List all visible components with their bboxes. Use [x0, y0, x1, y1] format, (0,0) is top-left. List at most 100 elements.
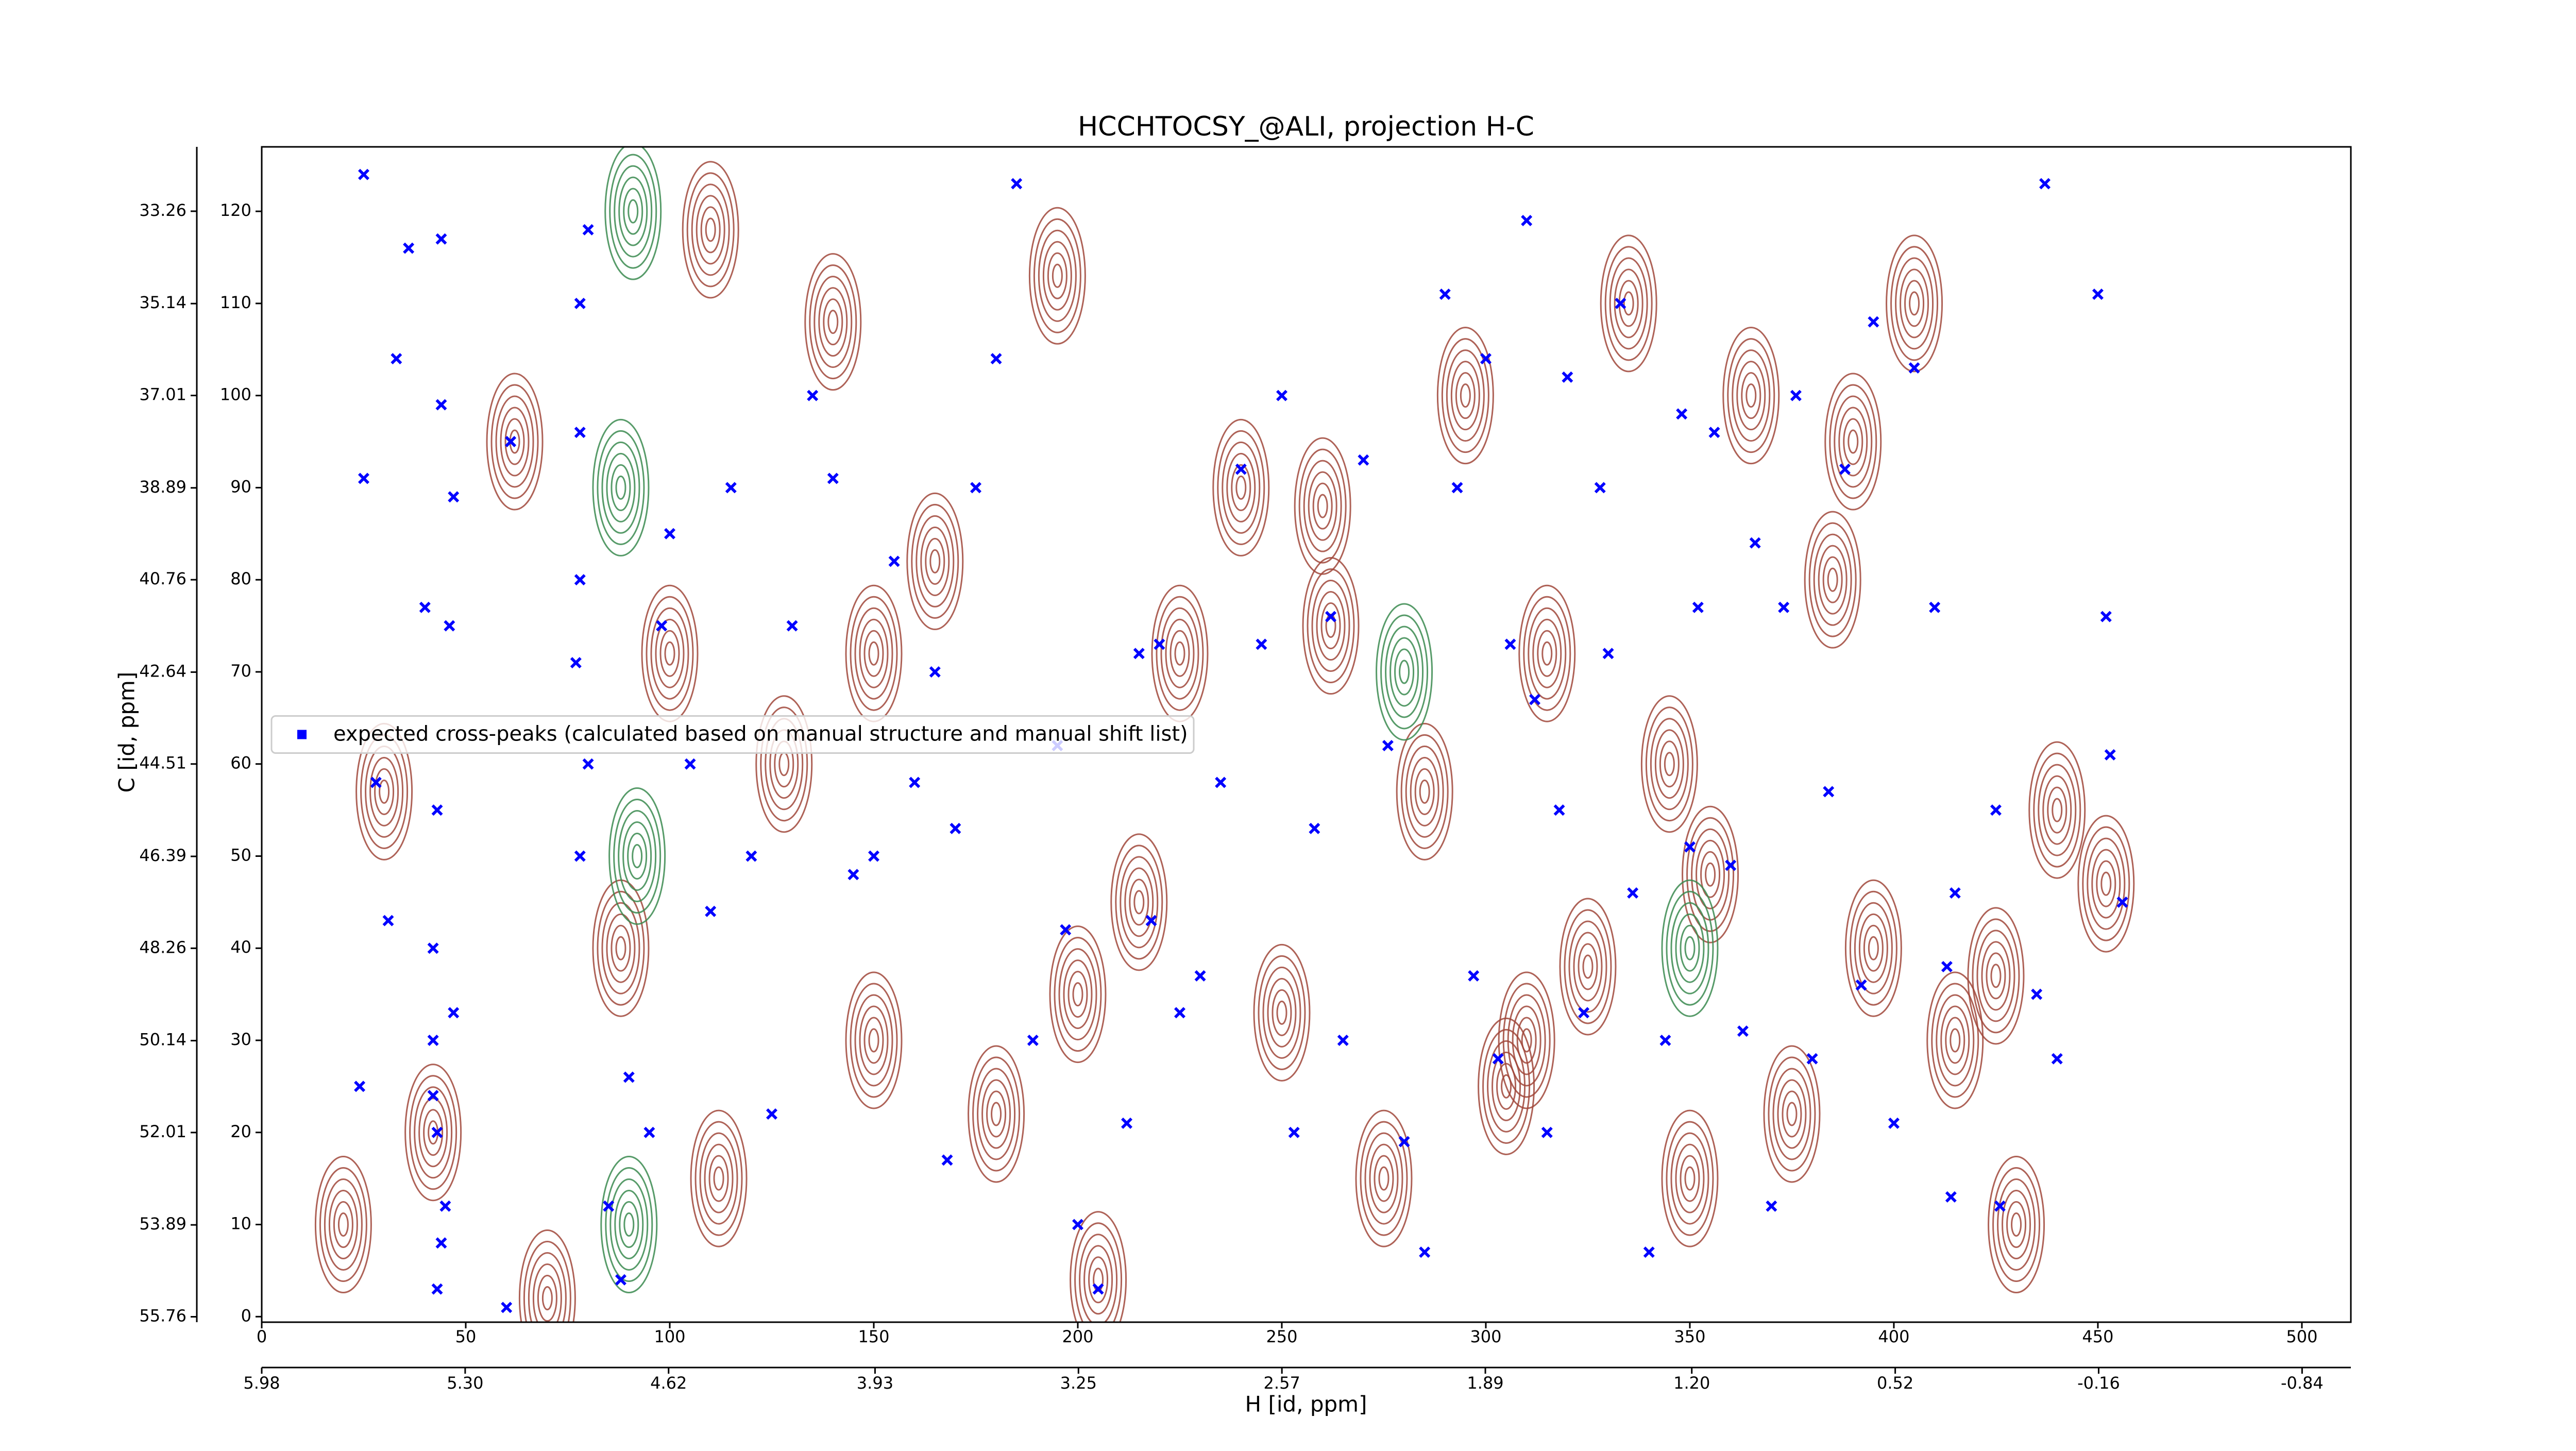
contour-peak	[1600, 234, 1657, 373]
contour-ring	[1414, 768, 1435, 815]
contour-peak	[608, 787, 666, 925]
y-tick-label: 110	[220, 293, 251, 312]
contour-ring	[1498, 971, 1555, 1109]
contour-ring	[1487, 1040, 1526, 1133]
contour-ring	[1523, 596, 1571, 711]
contour-ring	[523, 1241, 571, 1322]
contour-ring	[920, 526, 950, 596]
cross-peak	[2100, 611, 2112, 622]
y-tick-label: 30	[230, 1030, 251, 1049]
contour-ring	[319, 1167, 367, 1283]
y2-tick-label: 46.39	[139, 846, 187, 865]
contour-ring	[659, 630, 680, 677]
contour-ring	[2038, 764, 2077, 856]
legend-label: expected cross-peaks (calculated based o…	[333, 722, 1188, 746]
contour-ring	[1532, 618, 1562, 688]
contour-ring	[699, 1132, 738, 1225]
contour-ring	[827, 310, 839, 334]
contour-ring	[1972, 918, 2020, 1034]
contour-peak	[845, 971, 903, 1109]
cross-peak	[427, 942, 439, 954]
contour-ring	[1316, 591, 1346, 661]
x2-tick-label: -0.84	[2281, 1373, 2324, 1393]
contour-ring	[1741, 372, 1761, 419]
cross-peak	[2104, 749, 2116, 761]
cross-peak	[807, 390, 819, 401]
contour-ring	[1926, 971, 1984, 1109]
contour-ring	[618, 176, 648, 246]
contour-ring	[1072, 982, 1083, 1007]
contour-peak	[404, 1064, 462, 1202]
contour-ring	[1496, 1062, 1517, 1110]
contour-ring	[1047, 252, 1067, 299]
cross-peak	[448, 1007, 460, 1019]
cross-peak	[2039, 178, 2051, 190]
contour-ring	[628, 199, 639, 224]
contour-ring	[1682, 805, 1739, 943]
contour-peak	[1844, 879, 1902, 1017]
cross-peak	[574, 574, 586, 586]
contour-ring	[1868, 936, 1879, 960]
cross-peak	[1823, 786, 1835, 798]
x-tick-label: 200	[1062, 1327, 1093, 1346]
legend-marker	[297, 730, 307, 739]
contour-ring	[604, 147, 662, 280]
contour-ring	[2002, 1190, 2031, 1260]
cross-peak	[1092, 1283, 1104, 1295]
contour-ring	[1727, 338, 1775, 453]
contour-ring	[655, 618, 685, 688]
contour-ring	[1582, 954, 1594, 979]
cross-peak	[2051, 1053, 2063, 1065]
cross-peak	[1806, 1053, 1818, 1065]
contour-ring	[823, 298, 843, 346]
cross-peak	[505, 436, 517, 448]
x-tick-label: 0	[257, 1327, 267, 1346]
contour-peak	[1967, 907, 2025, 1045]
contour-ring	[597, 430, 645, 545]
contour-ring	[1067, 971, 1088, 1018]
contour-ring	[423, 1109, 444, 1156]
contour-ring	[414, 1086, 453, 1179]
x2-tick-label: 2.57	[1264, 1373, 1300, 1393]
y-tick-label: 70	[230, 661, 251, 681]
y2-tick-label: 50.14	[139, 1030, 187, 1050]
contour-peak	[1518, 584, 1576, 722]
cross-peak	[582, 224, 594, 235]
cross-peak	[1553, 804, 1565, 816]
plot-frame	[261, 146, 2352, 1323]
contour-ring	[1772, 1068, 1811, 1160]
contour-peak	[1722, 327, 1780, 465]
contour-ring	[1396, 722, 1453, 861]
y2-tick-label: 35.14	[139, 293, 187, 312]
contour-ring	[1886, 234, 1943, 373]
cross-peak	[403, 242, 415, 254]
contour-ring	[1058, 948, 1097, 1041]
contour-ring	[2096, 860, 2116, 907]
contour-peak	[1824, 373, 1882, 511]
cross-peak	[1256, 638, 1267, 650]
contour-ring	[1174, 641, 1185, 666]
y2-tick-label: 42.64	[139, 661, 187, 681]
contour-peak	[1886, 234, 1943, 373]
contour-ring	[2052, 798, 2063, 822]
contour-peak	[755, 695, 813, 833]
cross-peak	[1121, 1117, 1133, 1129]
cross-peak	[1839, 463, 1851, 475]
contour-ring	[1684, 1166, 1696, 1191]
contour-ring	[1054, 937, 1102, 1052]
contour-ring	[1940, 1005, 1970, 1075]
cross-peak	[370, 777, 382, 788]
contour-ring	[1661, 1109, 1719, 1247]
cross-peak	[354, 1081, 366, 1092]
contour-ring	[1604, 246, 1653, 361]
cross-peak	[1480, 353, 1492, 365]
contour-ring	[868, 1028, 879, 1053]
contour-ring	[609, 154, 657, 269]
contour-ring	[1804, 511, 1861, 649]
cross-peak	[382, 915, 394, 926]
contour-ring	[911, 503, 959, 619]
x-axis-label: H [id, ppm]	[1245, 1392, 1367, 1417]
contour-ring	[2082, 826, 2130, 941]
cross-peak	[1790, 390, 1802, 401]
contour-ring	[650, 607, 689, 700]
